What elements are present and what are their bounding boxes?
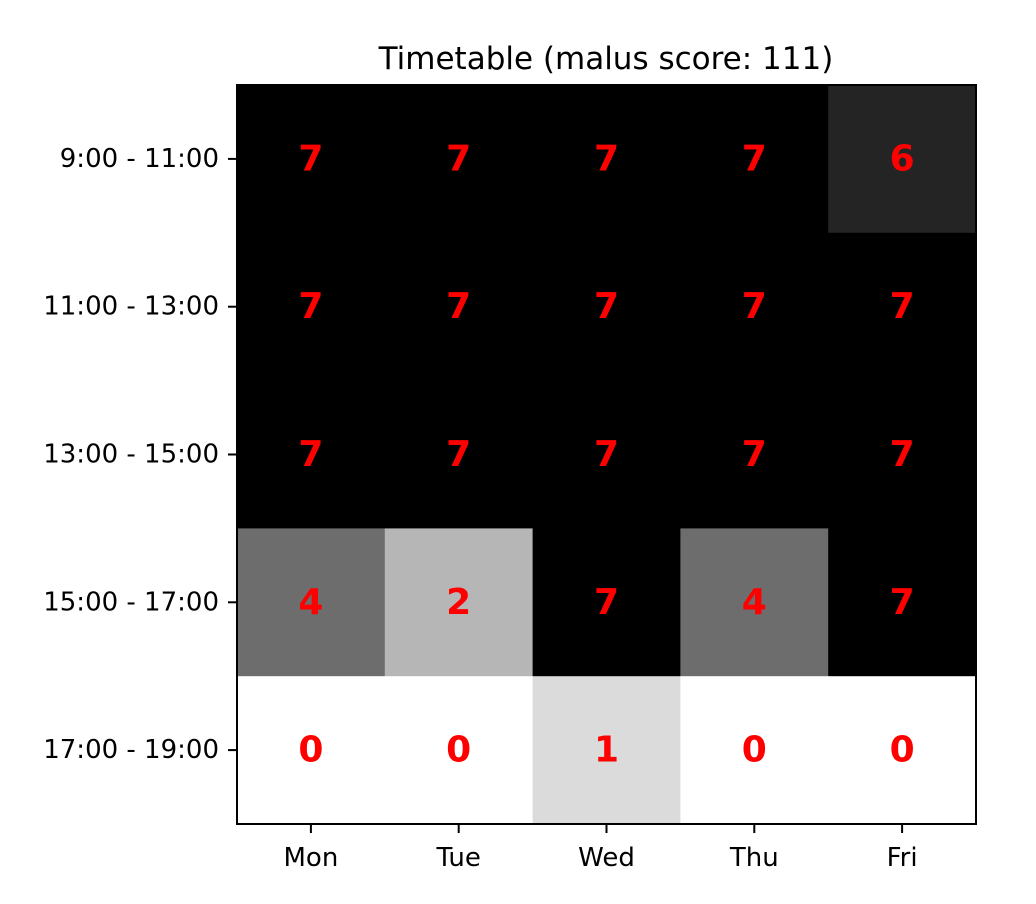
- heatmap-cell: [237, 85, 386, 234]
- cell-value-label: 4: [298, 582, 323, 623]
- heatmap-cell: [680, 232, 829, 382]
- heatmap-cell: [237, 528, 386, 677]
- cell-value-label: 7: [594, 138, 619, 179]
- y-axis: 9:00 - 11:00 11:00 - 13:00 13:00 - 15:00 15…: [43, 144, 237, 765]
- cell-value-label: 7: [890, 582, 915, 623]
- cell-value-label: 0: [298, 730, 323, 771]
- heatmap-cell: [384, 380, 534, 529]
- cell-value-label: 7: [742, 286, 767, 327]
- cell-value-label: 6: [890, 138, 915, 179]
- y-tick-label: 9:00 - 11:00: [60, 144, 219, 174]
- heatmap-cell: [828, 85, 977, 234]
- heatmap-cell: [828, 232, 977, 382]
- y-tick-label: 13:00 - 15:00: [43, 440, 219, 470]
- heatmap-cell: [237, 676, 386, 825]
- cell-value-label: 7: [594, 434, 619, 475]
- cell-value-label: 4: [742, 582, 767, 623]
- heatmap-cell: [828, 676, 977, 825]
- cell-value-label: 7: [446, 138, 471, 179]
- y-tick-label: 17:00 - 19:00: [43, 735, 219, 765]
- y-tick-label: 11:00 - 13:00: [43, 292, 219, 322]
- cell-value-label: 0: [890, 730, 915, 771]
- cell-value-label: 7: [890, 434, 915, 475]
- heatmap-cells: [237, 85, 977, 825]
- x-axis: Mon Tue Wed Thu Fri: [283, 824, 918, 873]
- cell-value-label: 0: [742, 730, 767, 771]
- x-tick-label: Wed: [578, 843, 635, 873]
- heatmap-cell: [532, 85, 681, 234]
- heatmap-cell: [384, 85, 534, 234]
- cell-value-label: 7: [742, 434, 767, 475]
- cell-value-label: 7: [594, 582, 619, 623]
- cell-value-label: 7: [298, 138, 323, 179]
- cell-value-label: 0: [446, 730, 471, 771]
- cell-value-label: 7: [890, 286, 915, 327]
- cell-value-label: 1: [594, 730, 619, 771]
- cell-value-label: 7: [446, 286, 471, 327]
- cell-value-labels: 7 7 7 7 6 7 7 7 7 7 7 7 7 7 7 4 2 7 4 7 0 0 1 0 0: [298, 138, 914, 770]
- heatmap-cell: [680, 528, 829, 677]
- heatmap-cell: [680, 85, 829, 234]
- x-tick-label: Thu: [729, 843, 779, 873]
- heatmap-cell: [384, 232, 534, 382]
- chart-title: Timetable (malus score: 111): [378, 41, 834, 77]
- cell-value-label: 7: [594, 286, 619, 327]
- heatmap-cell: [384, 676, 534, 825]
- y-tick-label: 15:00 - 17:00: [43, 587, 219, 617]
- cell-value-label: 7: [298, 286, 323, 327]
- cell-value-label: 7: [298, 434, 323, 475]
- heatmap-cell: [532, 676, 681, 825]
- cell-value-label: 2: [446, 582, 471, 623]
- heatmap-cell: [237, 232, 386, 382]
- heatmap-cell: [680, 380, 829, 529]
- heatmap-cell: [680, 676, 829, 825]
- cell-value-label: 7: [446, 434, 471, 475]
- heatmap-cell: [237, 380, 386, 529]
- heatmap-cell: [384, 528, 534, 677]
- x-tick-label: Tue: [435, 843, 480, 873]
- heatmap-cell: [828, 528, 977, 677]
- heatmap-cell: [532, 528, 681, 677]
- heatmap-cell: [828, 380, 977, 529]
- x-tick-label: Mon: [283, 843, 338, 873]
- heatmap-cell: [532, 232, 681, 382]
- cell-value-label: 7: [742, 138, 767, 179]
- heatmap-cell: [532, 380, 681, 529]
- x-tick-label: Fri: [887, 843, 918, 873]
